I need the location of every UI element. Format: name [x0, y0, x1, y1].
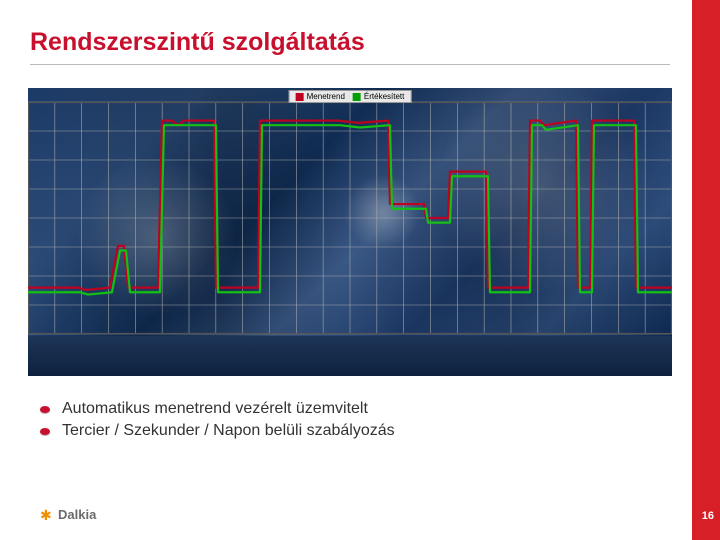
chart-container: Menetrend Értékesített — [28, 88, 672, 376]
bullet-list: Automatikus menetrend vezérelt üzemvitel… — [40, 400, 395, 444]
bullet-item: Automatikus menetrend vezérelt üzemvitel… — [40, 400, 395, 418]
title-underline — [30, 64, 670, 65]
chart-legend: Menetrend Értékesített — [289, 90, 412, 103]
legend-label: Menetrend — [307, 92, 345, 101]
page-title: Rendszerszintű szolgáltatás — [30, 28, 365, 57]
accent-sidebar — [692, 0, 720, 540]
bullet-text: Tercier / Szekunder / Napon belüli szabá… — [62, 422, 395, 440]
bullet-text: Automatikus menetrend vezérelt üzemvitel… — [62, 400, 368, 418]
legend-item: Menetrend — [296, 92, 345, 101]
legend-swatch — [353, 93, 361, 101]
brand-logo: Dalkia — [40, 507, 96, 522]
legend-label: Értékesített — [364, 92, 404, 101]
bullet-icon — [40, 406, 50, 413]
bullet-item: Tercier / Szekunder / Napon belüli szabá… — [40, 422, 395, 440]
page-number: 16 — [702, 510, 714, 522]
brand-text: Dalkia — [58, 507, 96, 522]
legend-item: Értékesített — [353, 92, 404, 101]
bullet-icon — [40, 428, 50, 435]
legend-swatch — [296, 93, 304, 101]
chart-plot — [28, 88, 672, 376]
brand-icon — [40, 508, 54, 522]
